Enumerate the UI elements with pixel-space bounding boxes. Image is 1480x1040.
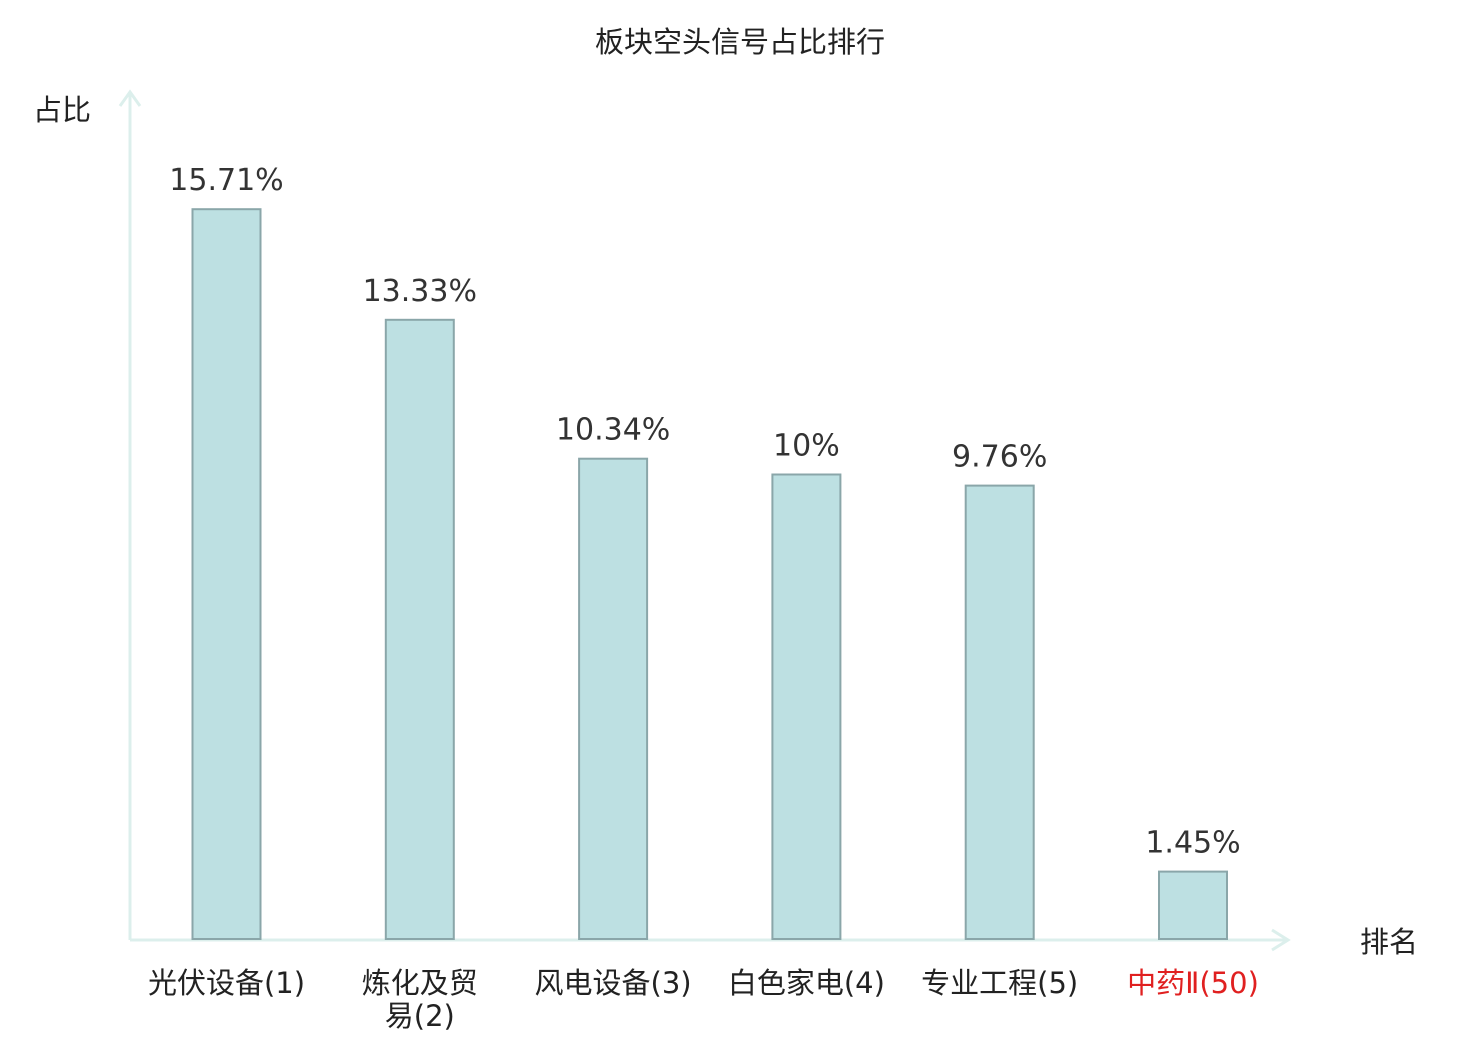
value-label-2: 13.33% [363, 274, 477, 309]
chart-title: 板块空头信号占比排行 [595, 25, 885, 59]
bar-3 [578, 457, 649, 940]
category-label-3: 风电设备(3) [535, 966, 692, 1000]
x-axis-label: 排名 [1360, 925, 1418, 959]
x-axis [130, 928, 1291, 952]
category-label-1: 光伏设备(1) [148, 966, 305, 1000]
value-label-4: 10% [773, 429, 840, 464]
value-label-3: 10.34% [556, 413, 670, 448]
bars-group [191, 208, 1228, 940]
category-label-2-line-2: 易(2) [385, 999, 455, 1033]
category-label-5: 专业工程(5) [921, 966, 1078, 1000]
bar-1 [191, 208, 262, 940]
category-label-4: 白色家电(4) [728, 966, 885, 1000]
y-axis-label: 占比 [33, 93, 91, 127]
value-label-1: 15.71% [169, 163, 283, 198]
value-label-5: 9.76% [952, 440, 1047, 475]
category-label-6: 中药Ⅱ(50) [1127, 966, 1259, 1000]
bar-6 [1158, 870, 1228, 940]
value-label-6: 1.45% [1145, 826, 1240, 861]
category-label-2-line-1: 炼化及贸 [362, 966, 478, 1000]
value-labels-group: 15.71% 13.33% 10.34% 10% 9.76% 1.45% [169, 163, 1240, 860]
bar-4 [771, 473, 842, 940]
bar-2 [384, 318, 455, 940]
y-axis [118, 89, 142, 940]
bar-5 [964, 484, 1035, 940]
